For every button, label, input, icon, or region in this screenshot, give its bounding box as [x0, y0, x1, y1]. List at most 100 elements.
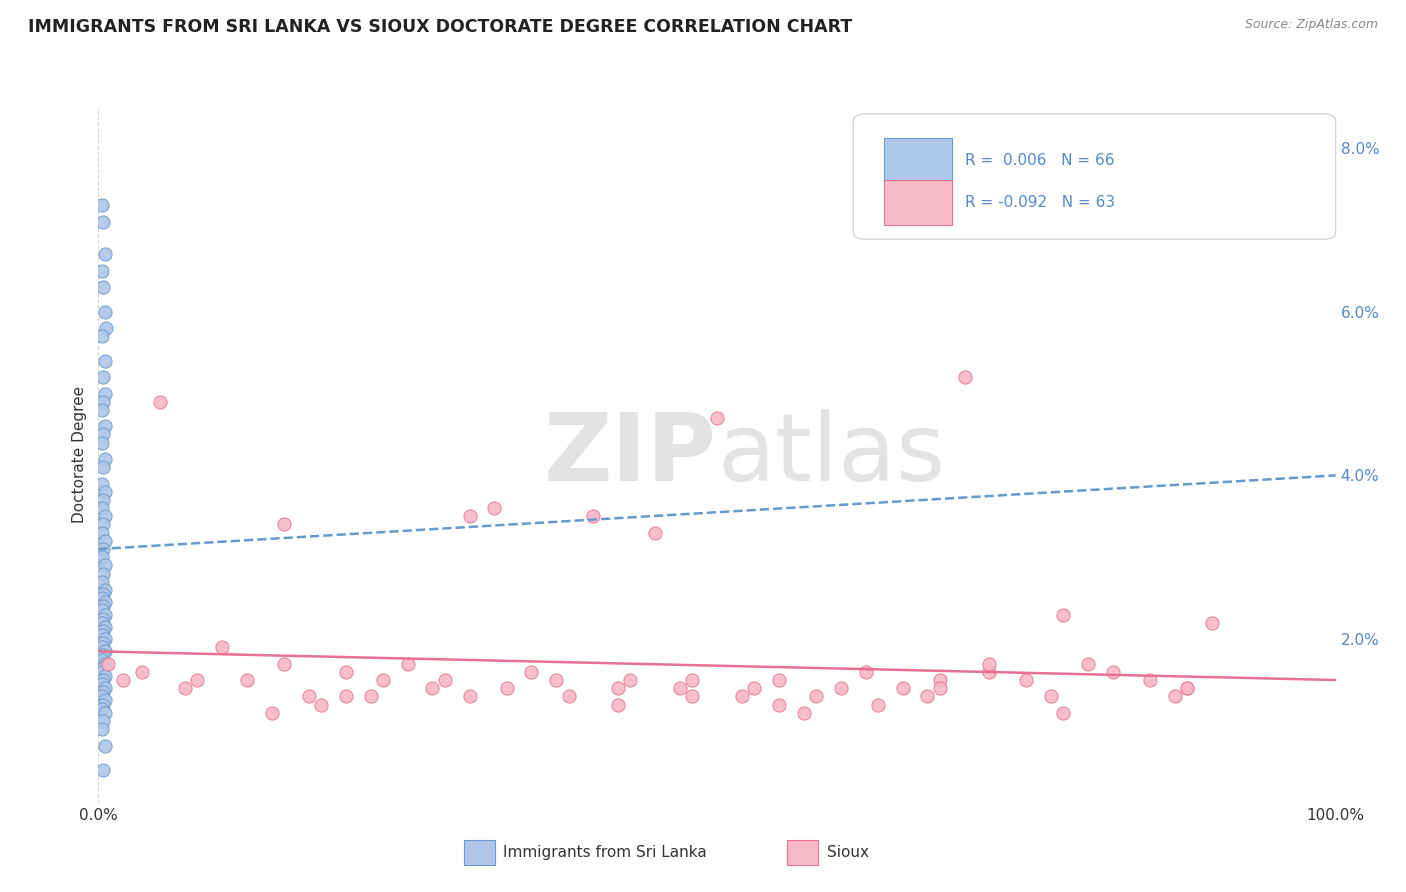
Point [917, 690, 939, 704]
Point [93, 509, 115, 524]
Point [93, 763, 115, 777]
Point [260, 706, 283, 720]
Point [91, 550, 114, 565]
Point [273, 517, 295, 532]
Point [793, 706, 815, 720]
Text: ZIP: ZIP [544, 409, 717, 501]
Point [91, 603, 114, 617]
Point [1015, 673, 1038, 687]
Point [1164, 690, 1187, 704]
Point [93, 587, 115, 601]
Point [607, 698, 630, 712]
Point [93, 394, 115, 409]
Point [112, 673, 135, 687]
Point [335, 690, 357, 704]
Text: IMMIGRANTS FROM SRI LANKA VS SIOUX DOCTORATE DEGREE CORRELATION CHART: IMMIGRANTS FROM SRI LANKA VS SIOUX DOCTO… [28, 18, 852, 36]
Point [149, 394, 172, 409]
Point [1102, 665, 1125, 679]
FancyBboxPatch shape [884, 138, 952, 184]
Point [706, 411, 728, 425]
Point [93, 681, 115, 696]
Point [768, 673, 790, 687]
Point [93, 636, 115, 650]
Point [1052, 706, 1074, 720]
Point [93, 386, 115, 401]
Point [273, 657, 295, 671]
Point [93, 517, 115, 532]
Point [91, 403, 114, 417]
Point [360, 690, 382, 704]
Point [93, 247, 115, 261]
Point [93, 460, 115, 475]
Point [557, 690, 579, 704]
Point [91, 525, 114, 540]
Point [93, 661, 115, 675]
Point [93, 370, 115, 384]
Point [93, 607, 115, 622]
Point [91, 677, 114, 691]
Point [93, 353, 115, 368]
Point [131, 665, 153, 679]
Point [93, 739, 115, 753]
Point [93, 566, 115, 581]
Point [91, 665, 114, 679]
Point [1139, 673, 1161, 687]
Point [93, 657, 115, 671]
Point [93, 698, 115, 712]
Point [607, 681, 630, 696]
Point [396, 657, 419, 671]
Point [335, 665, 357, 679]
Point [94, 321, 117, 335]
Point [928, 673, 950, 687]
Text: R = -0.092   N = 63: R = -0.092 N = 63 [965, 194, 1115, 210]
FancyBboxPatch shape [853, 114, 1336, 239]
Point [93, 669, 115, 683]
Point [93, 693, 115, 707]
Point [91, 628, 114, 642]
Point [681, 673, 703, 687]
Point [91, 690, 114, 704]
Point [91, 476, 114, 491]
Point [458, 509, 481, 524]
Point [93, 427, 115, 442]
Point [979, 665, 1001, 679]
Point [91, 652, 114, 666]
Point [93, 419, 115, 434]
Point [93, 558, 115, 573]
Point [91, 198, 114, 212]
Text: atlas: atlas [717, 409, 945, 501]
Point [91, 329, 114, 343]
Point [891, 681, 914, 696]
Point [93, 214, 115, 228]
Point [93, 685, 115, 699]
Point [1040, 690, 1063, 704]
Point [93, 714, 115, 728]
Point [546, 673, 568, 687]
Point [93, 673, 115, 687]
Point [855, 665, 877, 679]
Point [731, 690, 754, 704]
Point [91, 722, 114, 736]
Point [1201, 615, 1223, 630]
Point [91, 264, 114, 278]
Point [484, 501, 506, 516]
Point [211, 640, 233, 655]
Point [91, 574, 114, 589]
Point [93, 452, 115, 467]
Point [1175, 681, 1198, 696]
Point [174, 681, 197, 696]
Point [433, 673, 456, 687]
Point [582, 509, 605, 524]
Text: Source: ZipAtlas.com: Source: ZipAtlas.com [1244, 18, 1378, 31]
Point [93, 542, 115, 557]
Text: Sioux: Sioux [827, 846, 869, 860]
Point [93, 706, 115, 720]
Point [91, 435, 114, 450]
Point [830, 681, 852, 696]
Point [681, 690, 703, 704]
Point [97, 657, 120, 671]
Point [91, 501, 114, 516]
Point [1175, 681, 1198, 696]
Point [186, 673, 208, 687]
Point [93, 648, 115, 663]
